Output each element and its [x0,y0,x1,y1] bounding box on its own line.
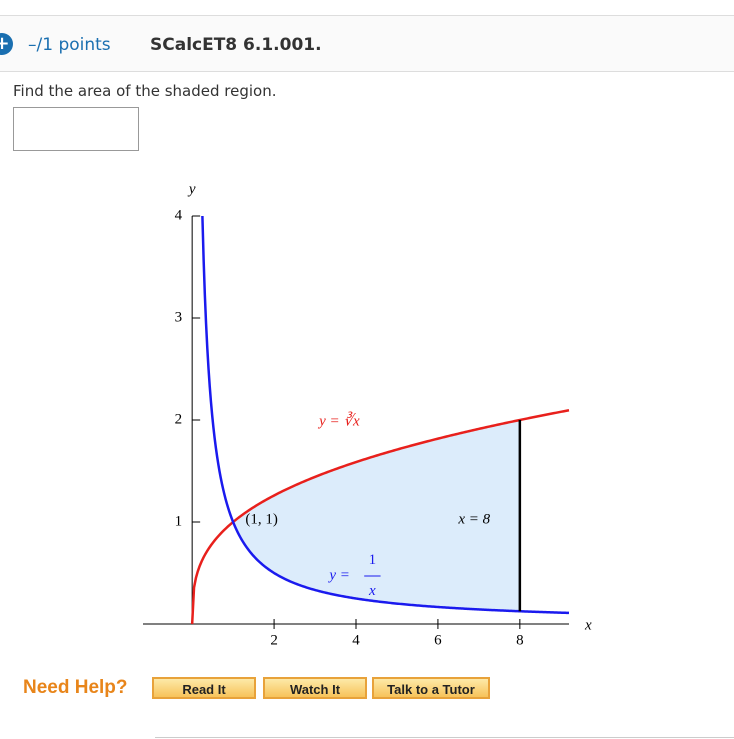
point-label: (1, 1) [245,511,278,527]
x-axis-label: x [584,617,592,633]
reciprocal-curve [201,215,570,615]
x-tick-label: 2 [270,632,278,648]
answer-input[interactable] [13,107,139,151]
cube-root-curve [190,409,570,625]
y-tick-label: 1 [175,513,183,529]
header: + –/1 points SCalcET8 6.1.001. [0,15,734,72]
y-tick-label: 3 [175,309,183,325]
points: –/1 points [28,35,111,55]
line-label: x = 8 [457,511,490,527]
watch-it-button[interactable]: Watch It [263,677,367,699]
problem-id: SCalcET8 6.1.001. [150,35,322,55]
bottom-num: 1 [369,552,377,568]
x-tick-label: 6 [434,632,442,648]
expand-icon[interactable]: + [0,33,13,55]
bottom-lhs: y = [327,567,350,583]
x-tick-label: 8 [516,632,524,648]
tutor-button[interactable]: Talk to a Tutor [372,677,490,699]
shaded-region [233,420,520,612]
need-help: Need Help? [23,677,128,698]
read-it-button[interactable]: Read It [152,677,256,699]
x-tick-label: 4 [352,632,360,648]
y-tick-label: 2 [175,411,183,427]
footer-line [155,737,734,738]
top-curve-label: y = ∛x [317,411,360,429]
y-axis-label: y [187,181,196,197]
y-tick-label: 4 [175,207,183,223]
bottom-den: x [368,583,376,599]
question: Find the area of the shaded region. [13,82,277,100]
